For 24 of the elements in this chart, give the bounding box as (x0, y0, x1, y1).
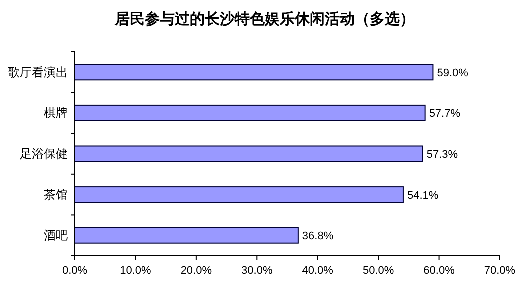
x-tick-label: 70.0% (484, 265, 516, 277)
chart-title: 居民参与过的长沙特色娱乐休闲活动（多选） (114, 11, 415, 28)
x-tick-label: 60.0% (424, 265, 456, 277)
bar (74, 104, 426, 122)
data-label: 59.0% (437, 67, 469, 80)
y-tick-label: 足浴保健 (20, 147, 68, 161)
x-tick-label: 10.0% (120, 265, 152, 277)
data-label: 36.8% (302, 230, 334, 243)
x-tick-label: 20.0% (180, 265, 212, 277)
bar (74, 186, 404, 204)
y-tick-label: 酒吧 (44, 228, 68, 243)
y-tick-label: 棋牌 (44, 106, 68, 120)
data-label: 57.3% (426, 149, 458, 161)
bar (74, 146, 424, 162)
x-tick-label: 50.0% (362, 265, 394, 277)
bar (74, 64, 434, 81)
y-tick-label: 茶馆 (44, 188, 68, 202)
x-tick-label: 0.0% (62, 265, 88, 277)
x-tick-label: 40.0% (302, 265, 334, 277)
data-label: 54.1% (407, 190, 439, 202)
x-tick-label: 30.0% (242, 265, 273, 277)
data-label: 57.7% (429, 108, 461, 120)
y-tick-label: 歌厅看演出 (8, 65, 68, 80)
bar (74, 227, 299, 244)
